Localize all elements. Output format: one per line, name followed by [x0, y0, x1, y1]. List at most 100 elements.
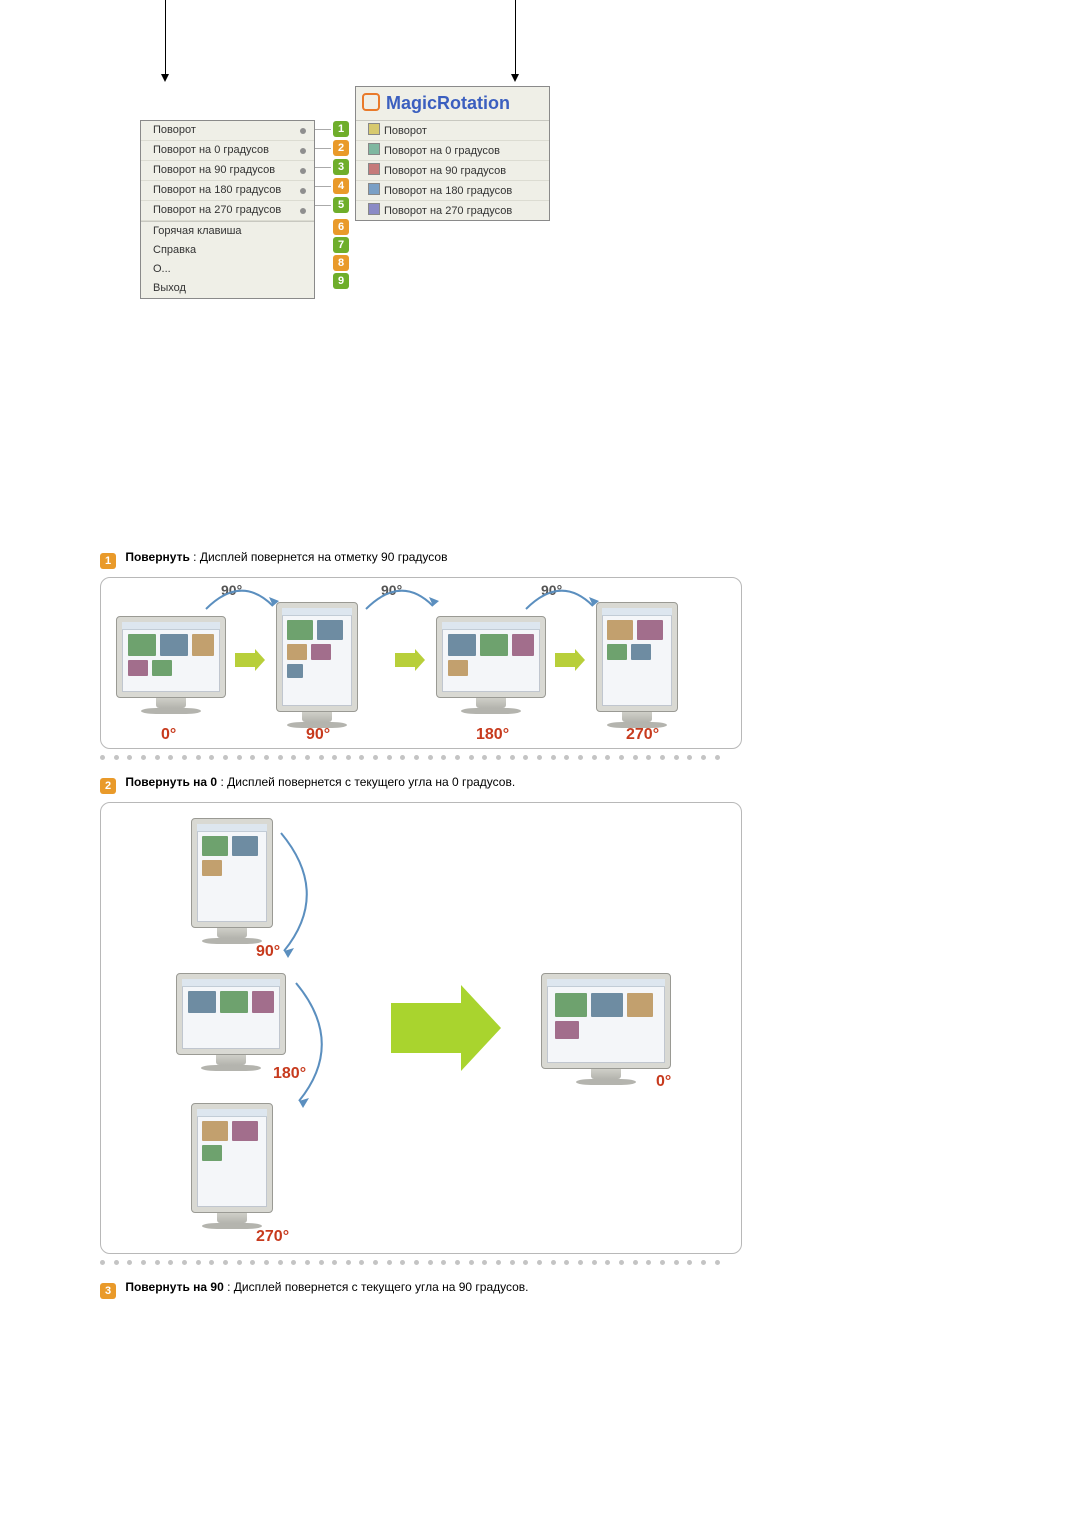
menu-right-item[interactable]: Поворот на 0 градусов	[356, 141, 549, 161]
desc-text: : Дисплей повернется на отметку 90 граду…	[190, 550, 448, 564]
angle-label: 180°	[476, 726, 509, 744]
rotation-icon	[362, 93, 380, 111]
menu-left-item[interactable]: Поворот на 180 градусов	[141, 181, 314, 201]
big-arrow-icon	[391, 1003, 461, 1053]
desc-row-3: 3 Повернуть на 90 : Дисплей повернется с…	[100, 1280, 820, 1299]
monitor-v-270	[191, 1103, 273, 1229]
desc-badge: 2	[100, 778, 116, 794]
callout-badge: 6	[333, 219, 349, 235]
menu-left-label: Поворот на 180 градусов	[153, 184, 281, 196]
callout-num: 3	[338, 161, 344, 173]
menu-left-label: Поворот на 90 градусов	[153, 164, 275, 176]
rotate-270-icon	[368, 203, 380, 215]
pointer-head-right	[511, 74, 519, 82]
connector-line	[315, 129, 331, 130]
menu-left-extra-label: Справка	[153, 244, 196, 256]
callout-num: 6	[338, 221, 344, 233]
desc-text: : Дисплей повернется с текущего угла на …	[224, 1280, 529, 1294]
desc-badge: 3	[100, 1283, 116, 1299]
menu-left-extra[interactable]: Справка	[141, 241, 314, 260]
menu-left-item[interactable]: Поворот на 90 градусов	[141, 161, 314, 181]
menu-left-label: Поворот	[153, 124, 196, 136]
dot-separator	[100, 1260, 720, 1266]
curve-arrow-icon	[521, 584, 601, 614]
menu-right-item[interactable]: Поворот	[356, 121, 549, 141]
menu-left-extra-label: Горячая клавиша	[153, 225, 242, 237]
monitor-270	[596, 602, 678, 728]
callout-num: 8	[338, 257, 344, 269]
diagram-rotate-to-0: 90° 180° 270°	[100, 802, 742, 1254]
monitor-180	[436, 616, 546, 714]
connector-line	[315, 148, 331, 149]
desc-text: : Дисплей повернется с текущего угла на …	[217, 775, 515, 789]
small-arrow-icon	[555, 653, 575, 667]
callout-badge: 3	[333, 159, 349, 175]
menu-left-extra-label: О...	[153, 263, 171, 275]
menu-right-item[interactable]: Поворот на 180 градусов	[356, 181, 549, 201]
menu-right-label: Поворот на 180 градусов	[384, 185, 512, 197]
desc-badge: 1	[100, 553, 116, 569]
monitor-0	[116, 616, 226, 714]
rotate-icon	[368, 123, 380, 135]
menu-left-extra-label: Выход	[153, 282, 186, 294]
dot-separator	[100, 755, 720, 761]
menu-left-item[interactable]: Поворот на 0 градусов	[141, 141, 314, 161]
menu-left-label: Поворот на 270 градусов	[153, 204, 281, 216]
context-menu-left: Поворот Поворот на 0 градусов Поворот на…	[140, 120, 315, 299]
curve-arrow-icon	[291, 973, 341, 1113]
callout-badge: 4	[333, 178, 349, 194]
connector-line	[315, 205, 331, 206]
desc-label: Повернуть на 90	[125, 1280, 223, 1294]
curve-arrow-icon	[276, 823, 326, 963]
angle-label: 90°	[306, 726, 330, 744]
callout-badge: 2	[333, 140, 349, 156]
callout-num: 9	[338, 275, 344, 287]
callout-badge: 1	[333, 121, 349, 137]
menus-panel: Поворот Поворот на 0 градусов Поворот на…	[135, 60, 835, 320]
monitor-v-90	[191, 818, 273, 944]
desc-row-1: 1 Повернуть : Дисплей повернется на отме…	[100, 550, 820, 569]
angle-label: 0°	[656, 1073, 671, 1091]
desc-label: Повернуть на 0	[125, 775, 217, 789]
pointer-head-left	[161, 74, 169, 82]
menu-left-item[interactable]: Поворот на 270 градусов	[141, 201, 314, 221]
desc-label: Повернуть	[125, 550, 190, 564]
menu-right-item[interactable]: Поворот на 90 градусов	[356, 161, 549, 181]
callout-badge: 8	[333, 255, 349, 271]
callout-num: 5	[338, 199, 344, 211]
menu-right-item[interactable]: Поворот на 270 градусов	[356, 201, 549, 220]
small-arrow-icon	[235, 653, 255, 667]
callout-badge: 7	[333, 237, 349, 253]
rotate-0-icon	[368, 143, 380, 155]
menu-left-item[interactable]: Поворот	[141, 121, 314, 141]
menu-left-label: Поворот на 0 градусов	[153, 144, 269, 156]
app-title-text: MagicRotation	[386, 93, 510, 113]
small-arrow-icon	[395, 653, 415, 667]
curve-arrow-icon	[201, 584, 281, 614]
angle-label: 270°	[256, 1228, 289, 1246]
callout-num: 4	[338, 180, 344, 192]
angle-label: 270°	[626, 726, 659, 744]
angle-label: 0°	[161, 726, 176, 744]
connector-line	[315, 167, 331, 168]
menu-right-label: Поворот	[384, 125, 427, 137]
desc-row-2: 2 Повернуть на 0 : Дисплей повернется с …	[100, 775, 820, 794]
rotate-90-icon	[368, 163, 380, 175]
menu-right-label: Поворот на 90 градусов	[384, 165, 506, 177]
callout-num: 2	[338, 142, 344, 154]
callout-num: 7	[338, 239, 344, 251]
menu-left-extra[interactable]: Горячая клавиша	[141, 222, 314, 241]
callout-badge: 9	[333, 273, 349, 289]
callout-badge: 5	[333, 197, 349, 213]
rotate-180-icon	[368, 183, 380, 195]
pointer-stem-right	[515, 0, 516, 76]
menu-right-label: Поворот на 0 градусов	[384, 145, 500, 157]
callout-num: 1	[338, 123, 344, 135]
monitor-result-0	[541, 973, 671, 1085]
monitor-v-180	[176, 973, 286, 1071]
menu-left-extra[interactable]: Выход	[141, 279, 314, 298]
menu-left-extra[interactable]: О...	[141, 260, 314, 279]
diagram-rotate-sequence: 90° 90° 90°	[100, 577, 742, 749]
pointer-stem-left	[165, 0, 166, 76]
context-menu-right: MagicRotation Поворот Поворот на 0 граду…	[355, 86, 550, 221]
